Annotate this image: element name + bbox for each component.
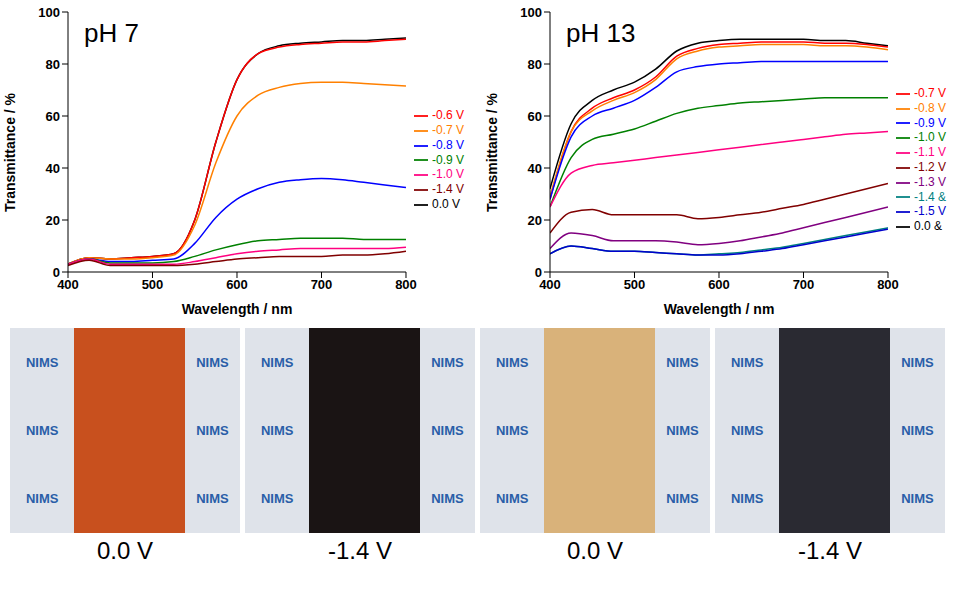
html-text:-1.4 V: -1.4 V bbox=[798, 537, 862, 564]
html-text:NIMS: NIMS bbox=[25, 423, 59, 438]
html-text:-0.8 V: -0.8 V bbox=[432, 137, 464, 152]
html-text:NIMS: NIMS bbox=[25, 354, 59, 370]
html-text:NIMS: NIMS bbox=[260, 354, 294, 370]
html-text:NIMS: NIMS bbox=[901, 491, 934, 507]
html-text:NIMS: NIMS bbox=[901, 423, 934, 438]
svg-text:40: 40 bbox=[46, 161, 60, 176]
html-text:NIMS: NIMS bbox=[196, 423, 229, 438]
svg-text:20: 20 bbox=[528, 213, 542, 228]
html-text:pH 13: pH 13 bbox=[566, 18, 636, 48]
svg-text:20: 20 bbox=[46, 213, 60, 228]
html-text:NIMS: NIMS bbox=[25, 491, 59, 507]
html-text:NIMS: NIMS bbox=[730, 354, 764, 370]
svg-text:60: 60 bbox=[46, 109, 60, 124]
svg-text:0: 0 bbox=[53, 265, 60, 280]
html-text:NIMS: NIMS bbox=[666, 423, 699, 438]
html-text:NIMS: NIMS bbox=[666, 354, 699, 370]
html-text:-1.5 V: -1.5 V bbox=[914, 204, 946, 219]
html-text:NIMS: NIMS bbox=[495, 423, 529, 438]
html-text:NIMS: NIMS bbox=[431, 354, 464, 370]
html-text:NIMS: NIMS bbox=[730, 491, 764, 507]
svg-text:800: 800 bbox=[877, 277, 899, 292]
html-text:NIMS: NIMS bbox=[260, 491, 294, 507]
html-text:NIMS: NIMS bbox=[431, 491, 464, 507]
html-text:-0.7 V: -0.7 V bbox=[432, 122, 464, 137]
svg-text:800: 800 bbox=[395, 277, 417, 292]
svg-text:Transmittance / %: Transmittance / % bbox=[484, 92, 500, 212]
html-text:NIMS: NIMS bbox=[495, 491, 529, 507]
svg-text:80: 80 bbox=[46, 57, 60, 72]
html-text:NIMS: NIMS bbox=[495, 354, 529, 370]
svg-text:700: 700 bbox=[311, 277, 333, 292]
html-text:-1.4 V: -1.4 V bbox=[328, 537, 392, 564]
html-text:NIMS: NIMS bbox=[260, 423, 294, 438]
html-text:0.0 V: 0.0 V bbox=[97, 537, 153, 564]
svg-text:100: 100 bbox=[38, 5, 60, 20]
html-text:-1.0 V: -1.0 V bbox=[432, 167, 464, 182]
svg-text:0: 0 bbox=[535, 265, 542, 280]
svg-text:Wavelength / nm: Wavelength / nm bbox=[664, 301, 775, 317]
svg-text:700: 700 bbox=[793, 277, 815, 292]
html-text:NIMS: NIMS bbox=[730, 423, 764, 438]
html-text:-1.2 V: -1.2 V bbox=[914, 160, 946, 174]
html-text:0.0 &: 0.0 & bbox=[914, 219, 942, 234]
html-text:NIMS: NIMS bbox=[431, 423, 464, 438]
html-text:NIMS: NIMS bbox=[901, 354, 934, 370]
html-text:-0.9 V: -0.9 V bbox=[914, 115, 946, 130]
html-text:NIMS: NIMS bbox=[196, 354, 229, 370]
svg-text:600: 600 bbox=[708, 277, 730, 292]
svg-text:400: 400 bbox=[57, 277, 79, 292]
svg-text:Transmittance / %: Transmittance / % bbox=[2, 92, 18, 212]
html-text:-1.1 V: -1.1 V bbox=[914, 145, 946, 160]
html-text:-0.8 V: -0.8 V bbox=[914, 100, 946, 115]
html-text:0.0 V: 0.0 V bbox=[567, 537, 623, 564]
html-text:-0.6 V: -0.6 V bbox=[432, 108, 464, 123]
svg-text:400: 400 bbox=[539, 277, 561, 292]
svg-text:100: 100 bbox=[520, 5, 542, 20]
html-text:NIMS: NIMS bbox=[196, 491, 229, 507]
html-text:pH 7: pH 7 bbox=[84, 18, 139, 48]
svg-text:80: 80 bbox=[528, 57, 542, 72]
svg-text:500: 500 bbox=[142, 277, 164, 292]
html-text:-0.7 V: -0.7 V bbox=[914, 85, 946, 100]
html-text:0.0 V: 0.0 V bbox=[432, 197, 460, 212]
html-text:-1.4 V: -1.4 V bbox=[432, 182, 464, 197]
html-text:-1.4 &: -1.4 & bbox=[914, 189, 946, 204]
svg-text:60: 60 bbox=[528, 109, 542, 124]
svg-text:600: 600 bbox=[226, 277, 248, 292]
html-text:NIMS: NIMS bbox=[666, 491, 699, 507]
html-text:-1.0 V: -1.0 V bbox=[914, 130, 946, 145]
html-text:-0.9 V: -0.9 V bbox=[432, 152, 464, 167]
html-text:-1.3 V: -1.3 V bbox=[914, 174, 946, 189]
svg-text:40: 40 bbox=[528, 161, 542, 176]
svg-text:500: 500 bbox=[624, 277, 646, 292]
svg-text:Wavelength / nm: Wavelength / nm bbox=[182, 301, 293, 317]
